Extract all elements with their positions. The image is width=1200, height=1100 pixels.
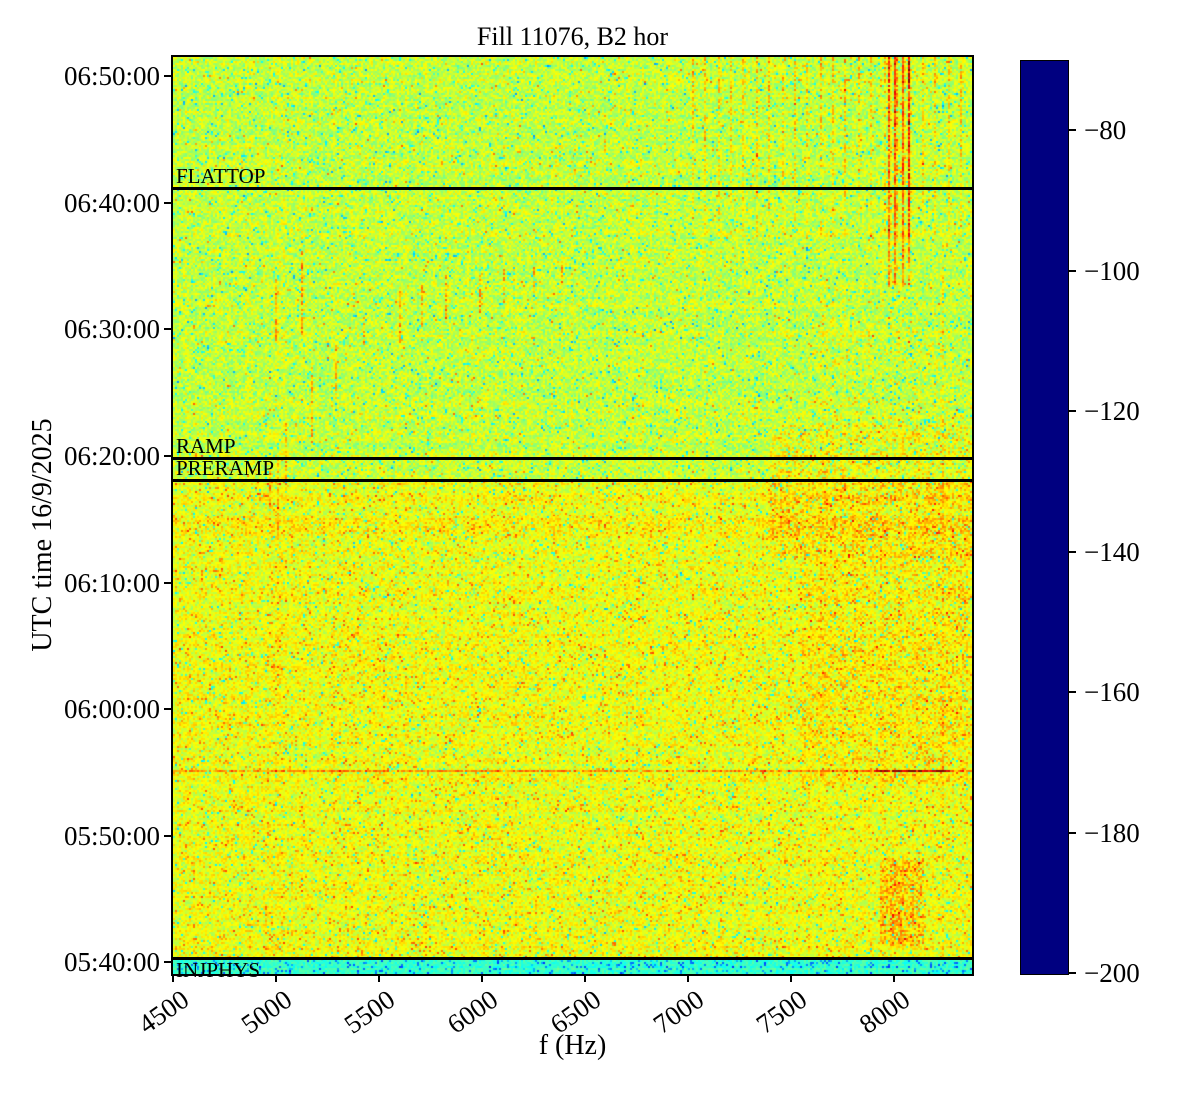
y-tick-mark xyxy=(164,581,171,584)
x-tick-mark xyxy=(274,975,277,982)
x-tick-mark xyxy=(789,975,792,982)
chart-title: Fill 11076, B2 hor xyxy=(476,22,669,51)
y-tick-mark xyxy=(164,74,171,77)
event-label-ramp: RAMP xyxy=(176,433,236,458)
y-tick-mark xyxy=(164,834,171,837)
x-tick-mark xyxy=(686,975,689,982)
y-tick-label: 05:40:00 xyxy=(63,947,160,978)
y-tick-label: 06:00:00 xyxy=(63,694,160,725)
y-tick-label: 05:50:00 xyxy=(63,820,160,851)
x-tick-mark xyxy=(892,975,895,982)
colorbar-tick-mark xyxy=(1069,831,1076,834)
x-tick-mark xyxy=(480,975,483,982)
colorbar-tick-label: −200 xyxy=(1084,958,1140,988)
colorbar-tick-label: −120 xyxy=(1084,396,1140,427)
y-tick-label: 06:10:00 xyxy=(63,567,160,598)
colorbar-tick-mark xyxy=(1069,269,1076,272)
colorbar-tick-mark xyxy=(1069,129,1076,132)
x-tick-mark xyxy=(172,975,174,982)
colorbar-tick-label: −100 xyxy=(1084,255,1140,286)
colorbar xyxy=(1020,60,1069,975)
x-tick-mark xyxy=(377,975,380,982)
colorbar-tick-label: −140 xyxy=(1084,536,1140,567)
event-label-flattop: FLATTOP xyxy=(176,163,266,188)
y-tick-mark xyxy=(164,708,171,711)
y-tick-label: 06:20:00 xyxy=(63,440,160,471)
x-tick-mark xyxy=(583,975,586,982)
colorbar-tick-mark xyxy=(1069,550,1076,553)
y-tick-mark xyxy=(164,328,171,331)
x-axis-label: f (Hz) xyxy=(538,1030,607,1061)
event-line-flattop xyxy=(173,186,972,190)
event-line-preramp xyxy=(173,479,972,483)
y-tick-mark xyxy=(164,454,171,457)
colorbar-tick-label: −160 xyxy=(1084,677,1140,708)
event-label-injphys: INJPHYS xyxy=(176,958,261,983)
y-tick-label: 06:50:00 xyxy=(63,60,160,91)
y-tick-label: 06:30:00 xyxy=(63,314,160,345)
spectrogram-heatmap xyxy=(173,57,972,974)
event-label-preramp: PRERAMP xyxy=(176,456,275,481)
colorbar-tick-label: −180 xyxy=(1084,817,1140,848)
colorbar-tick-mark xyxy=(1069,691,1076,694)
y-tick-label: 06:40:00 xyxy=(63,187,160,218)
event-line-injphys xyxy=(173,957,972,961)
colorbar-tick-label: −80 xyxy=(1084,115,1127,146)
colorbar-tick-mark xyxy=(1069,972,1076,974)
colorbar-tick-mark xyxy=(1069,410,1076,413)
event-line-ramp xyxy=(173,456,972,460)
y-tick-mark xyxy=(164,201,171,204)
y-tick-mark xyxy=(164,961,171,964)
